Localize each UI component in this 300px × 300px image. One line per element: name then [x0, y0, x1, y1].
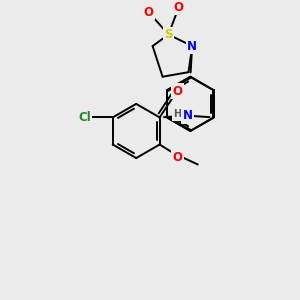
- Text: H: H: [174, 109, 182, 119]
- Text: N: N: [183, 109, 193, 122]
- Text: O: O: [174, 1, 184, 14]
- Text: S: S: [164, 28, 173, 41]
- Text: O: O: [173, 151, 183, 164]
- Text: O: O: [173, 85, 183, 98]
- Text: Cl: Cl: [78, 111, 91, 124]
- Text: O: O: [144, 6, 154, 19]
- Text: N: N: [187, 40, 197, 52]
